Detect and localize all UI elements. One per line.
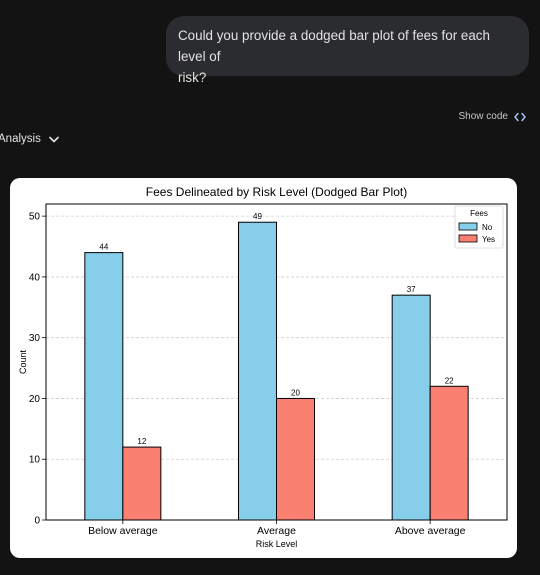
show-code-button[interactable]: Show code [459, 111, 526, 122]
analysis-label: Analysis [0, 133, 41, 145]
legend-title: Fees [470, 209, 488, 218]
user-message-bubble: Could you provide a dodged bar plot of f… [166, 16, 529, 85]
data-label: 37 [407, 285, 416, 294]
x-axis-label: Risk Level [256, 539, 298, 549]
y-tick-label: 20 [29, 394, 41, 405]
data-label: 20 [291, 388, 300, 397]
x-tick-label: Above average [395, 525, 466, 537]
bar [391, 294, 431, 521]
chevron-down-icon [49, 136, 59, 142]
bar [238, 221, 277, 521]
legend-swatch [458, 234, 478, 243]
bar [122, 446, 162, 521]
chart-card: 0 10 20 30 40 50 44 12 Below average 49 20 Average 3… [10, 178, 517, 558]
y-tick-label: 30 [29, 333, 41, 344]
analysis-toggle[interactable]: Analysis [0, 133, 59, 145]
bar [276, 397, 315, 521]
legend-label: Yes [482, 235, 495, 244]
show-code-label: Show code [458, 111, 508, 122]
user-message-line-2: risk? [178, 70, 207, 85]
data-label: 12 [137, 437, 146, 446]
data-label: 49 [253, 212, 262, 221]
bar-chart: 0 10 20 30 40 50 44 12 Below average 49 20 Average 3… [18, 185, 508, 549]
bar [84, 252, 124, 521]
x-tick-label: Below average [88, 525, 158, 537]
data-label: 22 [445, 376, 454, 385]
x-tick-label: Average [257, 525, 296, 537]
user-message-line-1: Could you provide a dodged bar plot of f… [178, 28, 490, 64]
y-tick-label: 50 [29, 212, 41, 223]
data-label: 44 [99, 243, 108, 252]
plot-frame [45, 203, 508, 521]
code-brackets-icon [514, 112, 526, 121]
chart-title: Fees Delineated by Risk Level (Dodged Ba… [146, 185, 407, 199]
legend-label: No [482, 223, 493, 232]
y-axis-label: Count [18, 350, 28, 375]
y-tick-label: 40 [29, 272, 41, 283]
legend-swatch [458, 222, 478, 231]
y-tick-label: 0 [34, 516, 40, 527]
y-tick-label: 10 [29, 455, 41, 466]
bar [429, 385, 469, 521]
